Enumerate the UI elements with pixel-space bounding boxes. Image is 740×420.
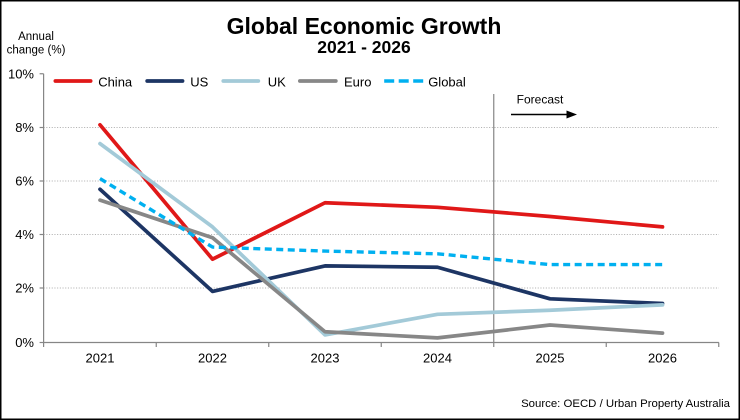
- svg-text:US: US: [190, 75, 208, 90]
- svg-text:2%: 2%: [15, 281, 34, 296]
- svg-text:2022: 2022: [198, 351, 227, 366]
- svg-text:Global: Global: [428, 75, 466, 90]
- svg-text:0%: 0%: [15, 335, 34, 350]
- svg-text:2025: 2025: [536, 351, 565, 366]
- svg-text:2024: 2024: [423, 351, 452, 366]
- svg-text:10%: 10%: [8, 66, 34, 81]
- svg-text:8%: 8%: [15, 120, 34, 135]
- svg-text:Source: OECD / Urban Property: Source: OECD / Urban Property Australia: [521, 398, 731, 410]
- svg-text:2021: 2021: [86, 351, 115, 366]
- svg-text:UK: UK: [268, 75, 286, 90]
- svg-text:4%: 4%: [15, 227, 34, 242]
- svg-text:6%: 6%: [15, 174, 34, 189]
- svg-text:2023: 2023: [311, 351, 340, 366]
- svg-text:Annual: Annual: [18, 31, 54, 43]
- svg-text:Euro: Euro: [344, 75, 371, 90]
- svg-text:Global Economic Growth: Global Economic Growth: [227, 13, 502, 39]
- svg-text:Forecast: Forecast: [517, 93, 564, 107]
- svg-text:2026: 2026: [648, 351, 677, 366]
- svg-text:China: China: [98, 75, 133, 90]
- svg-text:change (%): change (%): [7, 45, 66, 57]
- svg-text:2021 - 2026: 2021 - 2026: [317, 37, 411, 57]
